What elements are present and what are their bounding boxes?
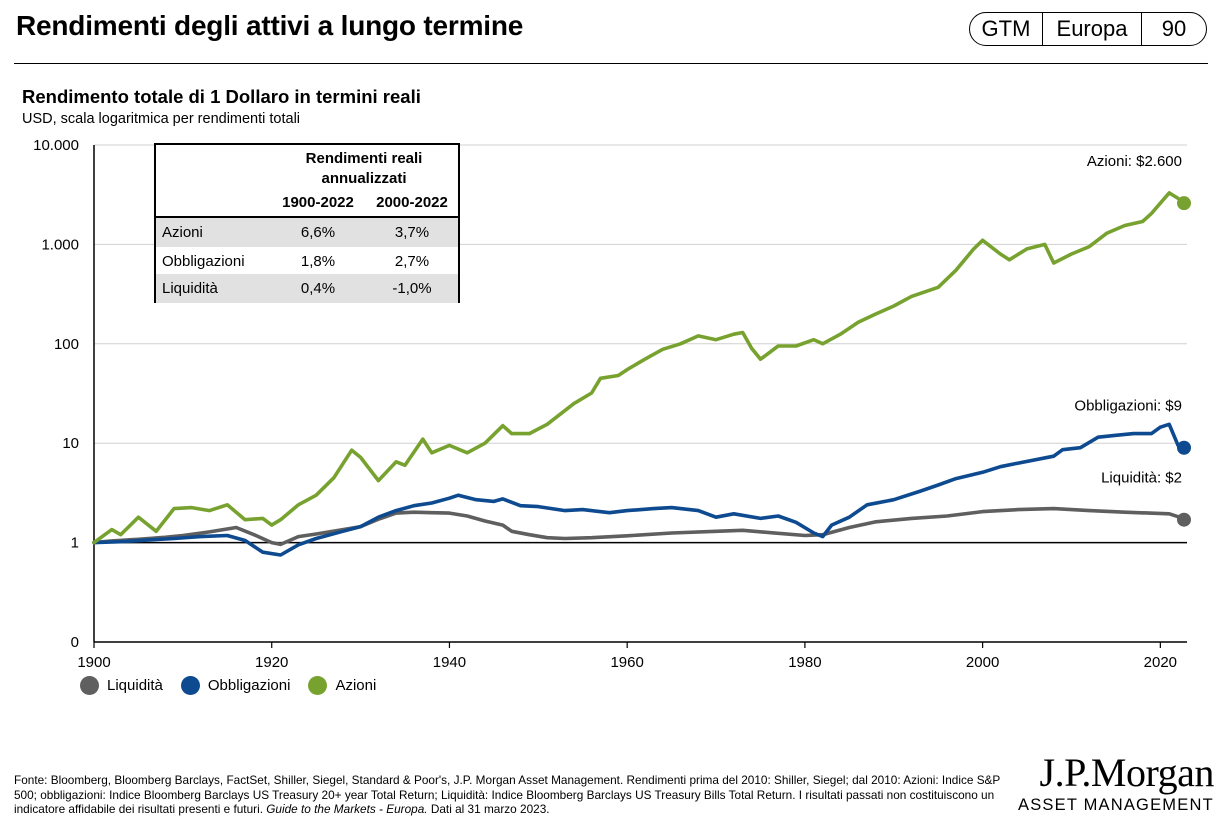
footnote: Fonte: Bloomberg, Bloomberg Barclays, Fa… — [14, 773, 1004, 817]
y-tick-label: 10.000 — [33, 137, 79, 154]
chart-title: Rendimento totale di 1 Dollaro in termin… — [22, 86, 421, 107]
row-label: Azioni — [162, 224, 203, 241]
series-end-marker — [1177, 512, 1191, 527]
y-tick-label: 1 — [71, 535, 79, 552]
legend-label: Azioni — [335, 677, 377, 694]
legend-label: Obbligazioni — [207, 677, 291, 694]
legend-swatch — [180, 676, 200, 695]
table-row: Liquidità 0,4% -1,0% — [156, 274, 458, 303]
y-tick-label: 100 — [54, 336, 79, 353]
badge-page-number: 90 — [1161, 16, 1187, 41]
gtm-badge: GTM Europa 90 — [969, 12, 1207, 46]
table-year-headers: 1900-2022 2000-2022 — [156, 194, 458, 216]
series-line-2 — [92, 422, 1180, 557]
logo-subtitle: ASSET MANAGEMENT — [1018, 796, 1214, 814]
badge-divider — [1141, 13, 1142, 45]
row-value: 0,4% — [300, 280, 336, 297]
y-tick-label: 0 — [71, 634, 79, 651]
series-line-3 — [92, 191, 1180, 545]
legend-item-obbligazioni: Obbligazioni — [180, 676, 291, 695]
x-tick-label: 1920 — [255, 654, 288, 671]
badge-region: Europa — [1056, 16, 1128, 41]
x-tick-label: 1960 — [610, 654, 643, 671]
legend-label: Liquidità — [107, 677, 163, 694]
x-tick-label: 1900 — [77, 654, 110, 671]
row-label: Liquidità — [162, 280, 218, 297]
row-value: 6,6% — [300, 224, 336, 241]
table-header-title: Rendimenti reali annualizzati — [305, 150, 423, 187]
table-row: Obbligazioni 1,8% 2,7% — [156, 247, 458, 276]
row-value: 1,8% — [300, 253, 336, 270]
footnote-date: Dati al 31 marzo 2023. — [427, 802, 550, 816]
chart-legend: Liquidità Obbligazioni Azioni — [80, 676, 394, 695]
table-header: Rendimenti reali annualizzati — [156, 149, 458, 193]
chart-subtitle: USD, scala logaritmica per rendimenti to… — [22, 111, 301, 127]
jpmorgan-logo: J.P.Morgan ASSET MANAGEMENT — [1018, 752, 1214, 815]
table-row: Azioni 6,6% 3,7% — [156, 218, 458, 247]
x-tick-label: 2000 — [966, 654, 999, 671]
y-tick-label: 10 — [62, 435, 79, 452]
table-divider — [156, 216, 458, 218]
table-col-1900-2022: 1900-2022 — [282, 194, 354, 211]
header-rule — [14, 63, 1208, 64]
x-tick-label: 2020 — [1144, 654, 1177, 671]
footnote-guide-title: Guide to the Markets - Europa. — [266, 802, 428, 816]
row-value: 2,7% — [394, 253, 430, 270]
legend-item-azioni: Azioni — [308, 676, 376, 695]
row-value: 3,7% — [394, 224, 430, 241]
series-end-label: Liquidità: $2 — [1101, 470, 1182, 487]
returns-table: Rendimenti reali annualizzati 1900-2022 … — [154, 143, 460, 303]
logo-name: J.P.Morgan — [1039, 750, 1215, 795]
series-line-1 — [92, 506, 1180, 547]
table-col-2000-2022: 2000-2022 — [376, 194, 448, 211]
series-end-marker — [1177, 440, 1191, 455]
legend-swatch — [308, 676, 328, 695]
legend-swatch — [80, 676, 99, 695]
series-end-label: Azioni: $2.600 — [1087, 153, 1182, 170]
badge-gtm: GTM — [981, 16, 1031, 41]
footnote-text: Fonte: Bloomberg, Bloomberg Barclays, Fa… — [14, 773, 1001, 816]
row-value: -1,0% — [392, 280, 432, 297]
y-tick-label: 1.000 — [41, 236, 79, 253]
row-label: Obbligazioni — [162, 253, 245, 270]
series-end-label: Obbligazioni: $9 — [1074, 398, 1182, 415]
page-title: Rendimenti degli attivi a lungo termine — [16, 10, 524, 41]
legend-item-liquidita: Liquidità — [80, 676, 163, 695]
badge-divider — [1042, 13, 1043, 45]
x-tick-label: 1980 — [788, 654, 821, 671]
x-tick-label: 1940 — [433, 654, 466, 671]
series-end-marker — [1177, 196, 1191, 211]
